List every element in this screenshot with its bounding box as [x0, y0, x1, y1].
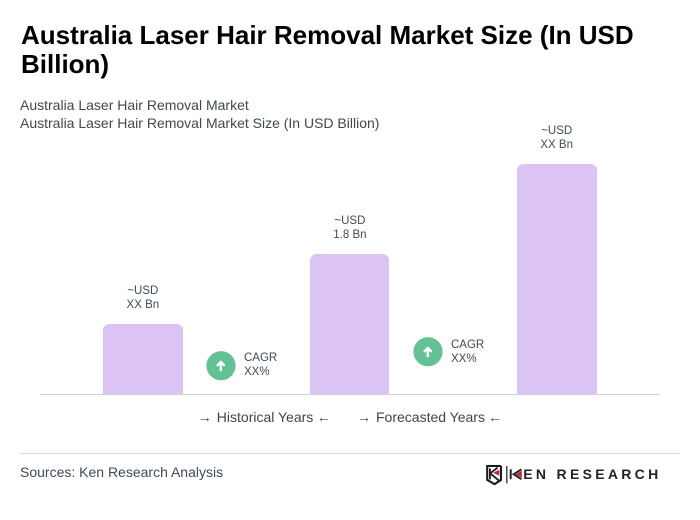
svg-text:EN RESEARCH: EN RESEARCH [523, 466, 658, 482]
